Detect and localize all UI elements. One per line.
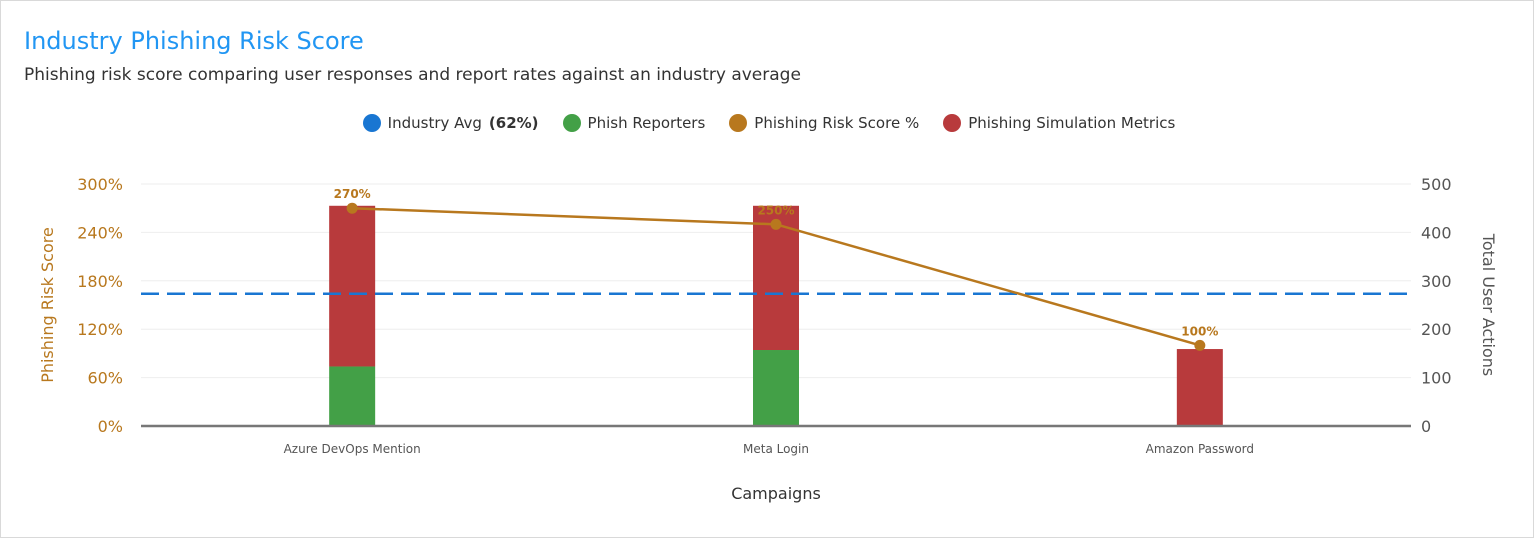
chart-subtitle: Phishing risk score comparing user respo… (24, 65, 801, 85)
left-tick-label: 240% (77, 223, 123, 242)
legend-marker (362, 114, 381, 132)
risk-score-point (1194, 339, 1206, 351)
legend-marker (943, 114, 962, 132)
right-tick-label: 0 (1421, 417, 1431, 436)
risk-score-data-label: 270% (334, 187, 371, 201)
legend-label: Phishing Risk Score % (754, 114, 920, 132)
legend-marker (562, 114, 581, 132)
legend-marker (729, 114, 748, 132)
legend-item-simulation-metrics[interactable]: Phishing Simulation Metrics (943, 114, 1175, 132)
left-tick-label: 0% (98, 417, 123, 436)
right-tick-label: 400 (1421, 223, 1452, 242)
legend-label: Phish Reporters (587, 114, 706, 132)
bar-phish-reporters (329, 366, 376, 426)
right-tick-label: 300 (1421, 272, 1452, 291)
legend-label: Phishing Simulation Metrics (968, 114, 1176, 132)
legend-item-phish-reporters[interactable]: Phish Reporters (562, 114, 706, 132)
left-tick-label: 60% (87, 369, 123, 388)
risk-score-point (346, 202, 358, 214)
left-tick-label: 120% (77, 320, 123, 339)
legend-label: Industry Avg (387, 114, 482, 132)
right-tick-label: 500 (1421, 175, 1452, 194)
bar-simulation-metrics (329, 205, 376, 367)
right-tick-label: 100 (1421, 369, 1452, 388)
legend-item-industry-avg[interactable]: Industry Avg (62%) (362, 114, 539, 132)
risk-score-data-label: 250% (757, 203, 794, 217)
x-tick-label: Amazon Password (1146, 442, 1254, 456)
legend-value: (62%) (488, 114, 539, 132)
x-tick-label: Meta Login (743, 442, 809, 456)
left-tick-label: 300% (77, 175, 123, 194)
right-axis-title: Total User Actions (1479, 233, 1498, 376)
risk-score-data-label: 100% (1181, 324, 1218, 338)
bar-phish-reporters (753, 350, 799, 426)
legend-item-risk-score[interactable]: Phishing Risk Score % (729, 114, 919, 132)
x-axis-title: Campaigns (731, 484, 821, 503)
bar-simulation-metrics (1176, 349, 1223, 426)
chart-title: Industry Phishing Risk Score (24, 27, 364, 55)
left-axis-title: Phishing Risk Score (38, 227, 57, 383)
x-tick-label: Azure DevOps Mention (284, 442, 421, 456)
right-tick-label: 200 (1421, 320, 1452, 339)
risk-score-point (770, 218, 782, 230)
legend: Industry Avg (62%) Phish Reporters Phishi… (1, 114, 1533, 132)
left-tick-label: 180% (77, 272, 123, 291)
